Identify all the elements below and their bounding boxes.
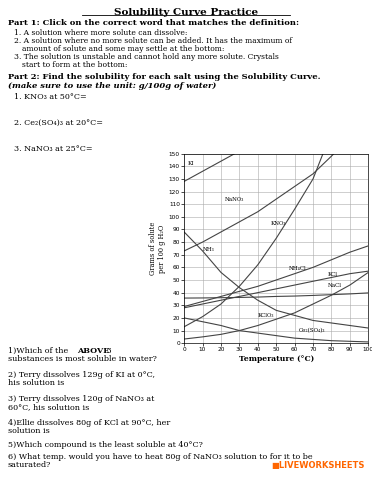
Text: 3) Terry dissolves 120g of NaNO₃ at: 3) Terry dissolves 120g of NaNO₃ at: [8, 395, 154, 403]
Text: NH₄Cl: NH₄Cl: [289, 266, 307, 271]
Text: KClO₃: KClO₃: [258, 313, 275, 318]
Text: KI: KI: [188, 161, 194, 166]
Text: 3. The solution is unstable and cannot hold any more solute. Crystals: 3. The solution is unstable and cannot h…: [14, 53, 279, 61]
Text: saturated?: saturated?: [8, 461, 51, 469]
Text: substances is most soluble in water?: substances is most soluble in water?: [8, 355, 157, 363]
Text: 1)Which of the: 1)Which of the: [8, 347, 71, 355]
Text: solution is: solution is: [8, 427, 50, 435]
Text: Part 1: Click on the correct word that matches the definition:: Part 1: Click on the correct word that m…: [8, 19, 299, 27]
Text: NaCl: NaCl: [328, 283, 342, 288]
Text: 2. Ce₂(SO₄)₃ at 20°C=: 2. Ce₂(SO₄)₃ at 20°C=: [14, 119, 103, 127]
Text: amount of solute and some may settle at the bottom:: amount of solute and some may settle at …: [22, 45, 224, 53]
Text: NaNO₃: NaNO₃: [225, 197, 244, 202]
Y-axis label: Grams of solute
per 100 g H₂O: Grams of solute per 100 g H₂O: [149, 222, 166, 275]
Text: 6) What temp. would you have to heat 80g of NaNO₃ solution to for it to be: 6) What temp. would you have to heat 80g…: [8, 453, 312, 461]
Text: 3. NaNO₃ at 25°C=: 3. NaNO₃ at 25°C=: [14, 145, 93, 153]
Text: Solubility Curve Practice: Solubility Curve Practice: [114, 8, 258, 17]
Text: 4)Ellie dissolves 80g of KCl at 90°C, her: 4)Ellie dissolves 80g of KCl at 90°C, he…: [8, 419, 170, 427]
X-axis label: Temperature (°C): Temperature (°C): [238, 355, 314, 363]
Text: his solution is: his solution is: [8, 379, 64, 387]
Text: Ce₂(SO₄)₃: Ce₂(SO₄)₃: [298, 328, 325, 333]
Text: 5)Which compound is the least soluble at 40°C?: 5)Which compound is the least soluble at…: [8, 441, 203, 449]
Text: 1. KNO₃ at 50°C=: 1. KNO₃ at 50°C=: [14, 93, 87, 101]
Text: KCl: KCl: [328, 273, 338, 277]
Text: (make sure to use the unit: g/100g of water): (make sure to use the unit: g/100g of wa…: [8, 82, 217, 90]
Text: 1. A solution where more solute can dissolve:: 1. A solution where more solute can diss…: [14, 29, 187, 37]
Text: ABOVE: ABOVE: [77, 347, 109, 355]
Text: 60°C, his solution is: 60°C, his solution is: [8, 403, 89, 411]
Text: start to form at the bottom:: start to form at the bottom:: [22, 61, 128, 69]
Text: Part 2: Find the solubility for each salt using the Solubility Curve.: Part 2: Find the solubility for each sal…: [8, 73, 321, 81]
Text: 2) Terry dissolves 129g of KI at 0°C,: 2) Terry dissolves 129g of KI at 0°C,: [8, 371, 155, 379]
Text: KNO₃: KNO₃: [271, 221, 286, 226]
Text: 3: 3: [104, 347, 112, 355]
Text: 2. A solution where no more solute can be added. It has the maximum of: 2. A solution where no more solute can b…: [14, 37, 292, 45]
Text: ■LIVEWORKSHEETS: ■LIVEWORKSHEETS: [272, 461, 365, 470]
Text: NH₃: NH₃: [202, 247, 214, 252]
